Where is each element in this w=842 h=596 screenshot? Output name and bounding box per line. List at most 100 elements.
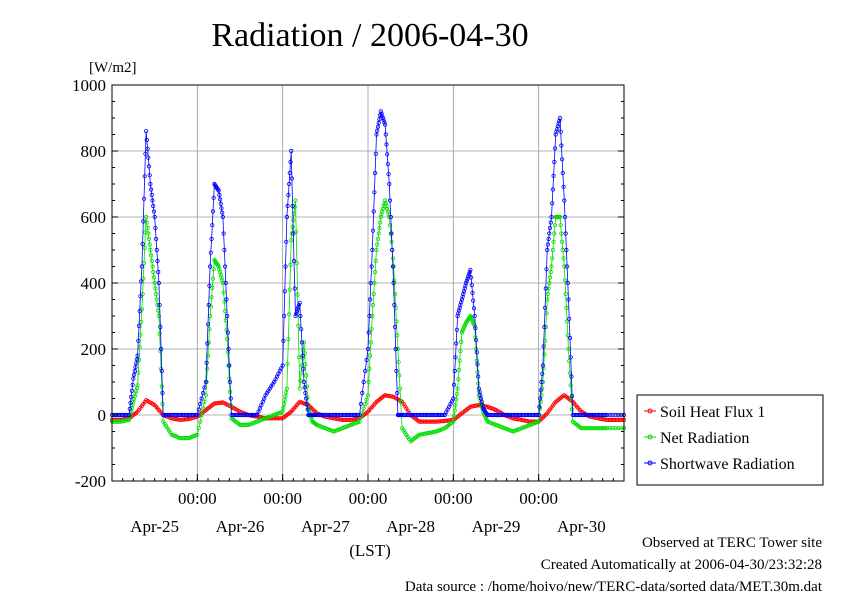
data-point: [474, 350, 479, 355]
data-point: [326, 412, 331, 418]
legend-label: Net Radiation: [660, 430, 749, 447]
data-point: [218, 269, 223, 275]
x-day-label: Apr-25: [130, 517, 179, 536]
data-point: [432, 419, 437, 424]
data-point: [291, 211, 297, 216]
data-point: [582, 412, 587, 418]
data-point: [390, 247, 395, 253]
data-point: [462, 286, 467, 291]
data-point: [299, 363, 304, 368]
data-point: [245, 412, 250, 418]
data-point: [552, 159, 557, 165]
data-point: [327, 412, 332, 418]
data-point: [363, 401, 368, 407]
data-point: [567, 316, 572, 321]
data-point: [465, 276, 470, 281]
data-point: [458, 349, 463, 354]
data-point: [162, 412, 167, 418]
data-point: [338, 412, 344, 418]
data-point: [316, 412, 321, 418]
data-point: [599, 416, 604, 421]
data-point: [394, 368, 399, 374]
data-point: [435, 412, 440, 418]
data-point: [145, 146, 150, 151]
data-point: [387, 223, 393, 228]
data-point: [255, 412, 260, 418]
data-point: [431, 419, 436, 424]
data-point: [424, 412, 429, 418]
data-point: [555, 126, 560, 132]
data-point: [157, 331, 162, 336]
data-point: [303, 362, 308, 367]
data-point: [377, 220, 383, 225]
data-point: [235, 412, 240, 418]
data-point: [144, 137, 149, 143]
data-point: [520, 412, 526, 418]
x-tick-label: 00:00: [434, 489, 473, 508]
data-point: [239, 412, 244, 418]
data-point: [210, 223, 215, 228]
data-point: [559, 143, 564, 148]
data-point: [156, 280, 161, 286]
data-point: [364, 357, 369, 363]
data-point: [366, 330, 371, 335]
data-point: [205, 322, 211, 327]
data-point: [498, 412, 503, 418]
data-point: [584, 412, 590, 418]
data-point: [301, 379, 307, 385]
legend-swatch-marker: [647, 460, 653, 466]
data-point: [171, 412, 176, 418]
data-point: [378, 109, 383, 114]
data-point: [154, 236, 159, 242]
data-point: [452, 368, 457, 374]
data-point: [205, 341, 210, 346]
data-point: [564, 247, 569, 253]
data-point: [457, 358, 462, 363]
footer-source: Data source : /home/hoivo/new/TERC-data/…: [404, 579, 822, 595]
data-point: [340, 417, 345, 422]
data-point: [544, 267, 549, 272]
data-point: [418, 419, 423, 424]
data-point: [118, 412, 123, 418]
data-point: [600, 426, 605, 431]
data-point: [321, 412, 326, 418]
data-point: [539, 379, 544, 385]
data-point: [284, 239, 289, 244]
data-point: [348, 412, 353, 418]
data-point: [328, 412, 334, 418]
data-point: [341, 417, 346, 422]
data-point: [317, 412, 322, 418]
data-point: [140, 241, 145, 247]
data-point: [219, 206, 224, 211]
data-point: [205, 353, 211, 358]
data-point: [200, 390, 206, 396]
data-point: [445, 418, 450, 423]
data-point: [144, 220, 149, 225]
data-point: [154, 297, 159, 302]
data-point: [600, 412, 605, 418]
data-point: [210, 209, 216, 214]
data-point: [374, 247, 379, 253]
data-point: [421, 419, 426, 424]
data-point: [554, 129, 559, 134]
data-point: [281, 401, 287, 407]
data-point: [156, 269, 161, 275]
data-point: [467, 269, 472, 275]
data-point: [470, 290, 475, 295]
data-point: [591, 412, 597, 418]
data-point: [165, 412, 170, 418]
data-point: [429, 419, 435, 424]
data-point: [557, 118, 562, 123]
data-point: [203, 379, 208, 385]
data-point: [439, 419, 445, 424]
data-point: [383, 132, 388, 137]
data-point: [296, 305, 301, 310]
axis-ticks: -200 0 200 400 600 800 1000 00:00 00:00 00:00 00:0…: [72, 76, 625, 536]
data-point: [385, 152, 390, 157]
data-point: [568, 355, 573, 360]
data-point: [228, 396, 233, 401]
data-point: [159, 384, 164, 389]
data-point: [596, 426, 601, 431]
data-point: [125, 412, 130, 418]
data-point: [417, 412, 422, 418]
